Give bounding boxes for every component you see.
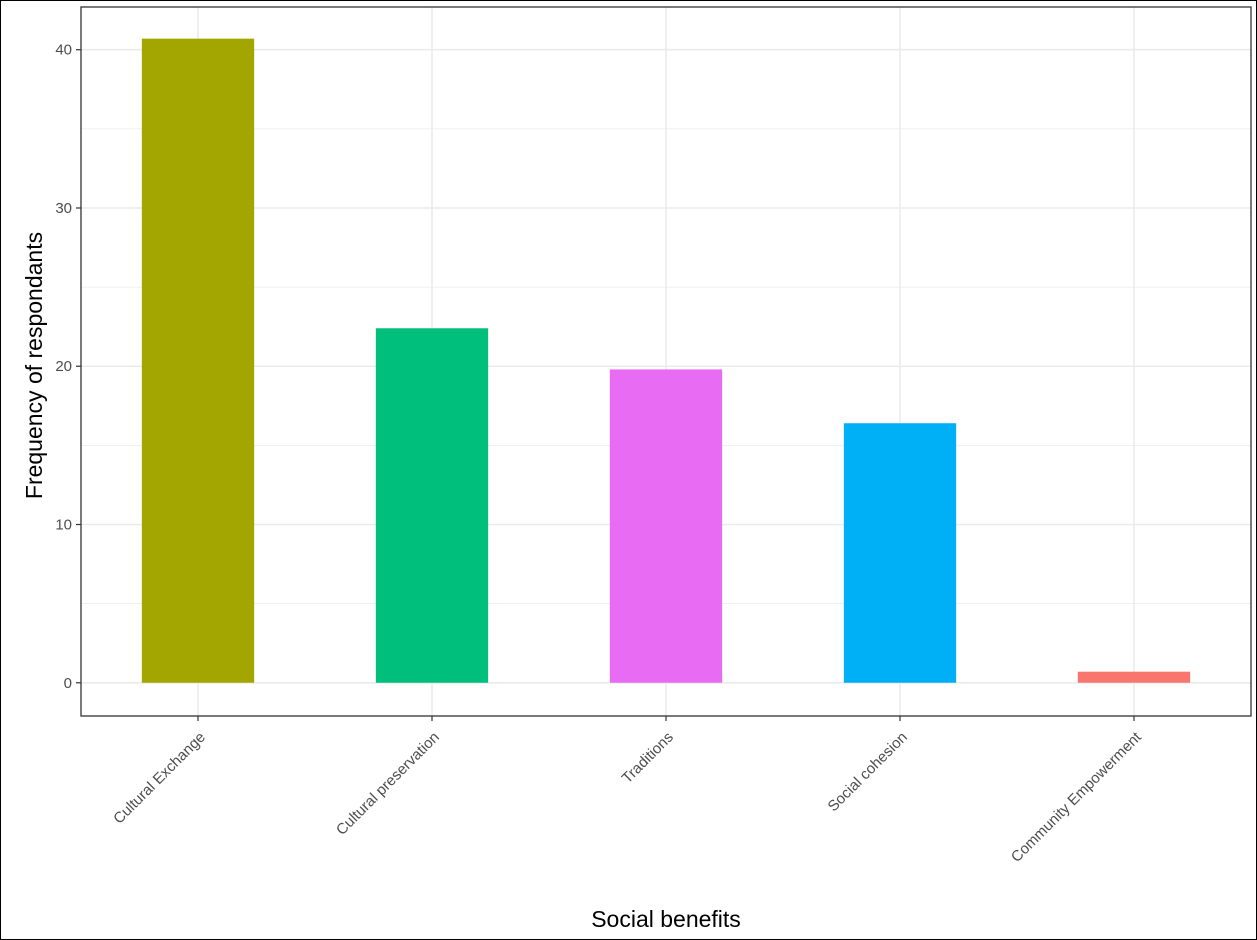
bar-traditions	[609, 369, 723, 683]
x-tick-label: Cultural Exchange	[110, 729, 209, 828]
y-axis-title: Frequency of respondants	[21, 232, 47, 499]
bar-social-cohesion	[843, 423, 957, 683]
x-tick-label: Cultural preservation	[333, 729, 443, 839]
bar-cultural-preservation	[375, 328, 489, 683]
x-axis-title: Social benefits	[591, 906, 741, 932]
x-tick-label: Community Empowerment	[1008, 728, 1146, 866]
y-tick-label: 10	[55, 517, 72, 534]
y-tick-label: 30	[55, 200, 72, 217]
x-tick-label: Social cohesion	[825, 729, 911, 815]
x-tick-label: Traditions	[619, 729, 677, 787]
y-tick-label: 0	[64, 675, 72, 692]
y-tick-label: 20	[55, 358, 72, 375]
bar-community-empowerment	[1077, 671, 1191, 683]
bar-cultural-exchange	[141, 38, 255, 683]
y-tick-label: 40	[55, 42, 72, 59]
bars	[141, 38, 1191, 683]
